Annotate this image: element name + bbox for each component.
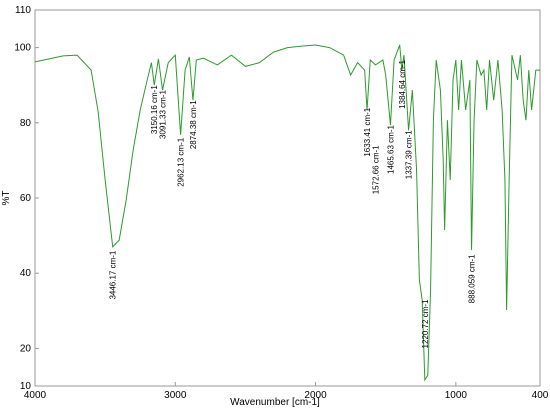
peak-label: 1337.39 cm-1	[405, 130, 414, 179]
y-tick-label: 110	[15, 5, 31, 16]
y-axis-label: %T	[1, 191, 12, 206]
x-axis-label: Wavenumber [cm-1]	[230, 397, 320, 408]
peak-label: 3150.16 cm-1	[150, 85, 159, 134]
y-tick-label: 100	[14, 43, 31, 54]
x-tick-label: 2000	[304, 390, 327, 401]
y-tick-label: 40	[20, 268, 32, 279]
peak-label: 2874.38 cm-1	[189, 100, 198, 149]
peak-label: 3091.33 cm-1	[158, 90, 167, 139]
peak-label: 2962.13 cm-1	[177, 137, 186, 186]
peak-label: 1633.41 cm-1	[363, 107, 372, 156]
x-tick-label: 4000	[24, 390, 47, 401]
spectrum-line	[34, 44, 540, 382]
peak-label: 888.059 cm-1	[468, 254, 477, 303]
y-tick-label: 20	[20, 343, 32, 354]
peak-label: 1220.72 cm-1	[421, 299, 430, 348]
x-tick-label: 1000	[445, 390, 468, 401]
peak-label: 1384.64 cm-1	[398, 59, 407, 108]
y-tick-label: 60	[20, 193, 32, 204]
peak-label: 1465.63 cm-1	[387, 125, 396, 174]
plot-frame	[34, 9, 541, 387]
peak-label: 1572.66 cm-1	[372, 145, 381, 194]
peak-label: 3446.17 cm-1	[109, 250, 118, 299]
y-tick-label: 80	[20, 118, 32, 129]
y-tick-label: 10	[20, 381, 32, 392]
x-tick-label: 400	[532, 390, 549, 401]
x-tick-label: 3000	[164, 390, 187, 401]
